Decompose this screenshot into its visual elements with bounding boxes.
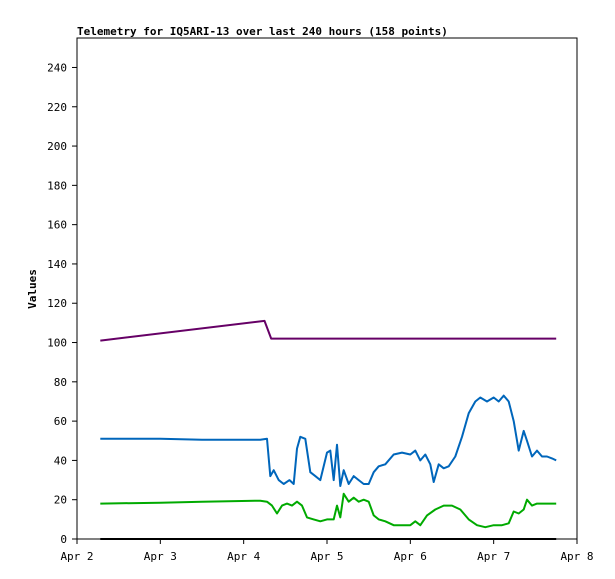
- x-axis: Apr 2 Apr 3 Apr 4 Apr 5 Apr 6 Apr 7 Apr 8: [60, 539, 594, 563]
- y-tick-label: 80: [54, 376, 67, 389]
- y-tick-label: 0: [60, 533, 67, 546]
- y-tick-label: 180: [47, 179, 67, 192]
- x-tick-label: Apr 7: [477, 550, 510, 563]
- y-tick-label: 60: [54, 415, 67, 428]
- y-tick-label: 240: [47, 61, 67, 74]
- y-tick-label: 220: [47, 101, 67, 114]
- x-tick-label: Apr 6: [394, 550, 427, 563]
- y-tick-label: 120: [47, 297, 67, 310]
- y-axis: 0 20 40 60 80 100 120 140 160 180 200 220 240: [47, 61, 77, 546]
- series-layer: [100, 319, 557, 540]
- x-tick-label: Apr 4: [227, 550, 260, 563]
- series-line-2: [100, 394, 557, 487]
- series-line-3: [100, 492, 557, 529]
- y-tick-label: 140: [47, 258, 67, 271]
- y-tick-label: 200: [47, 140, 67, 153]
- y-tick-label: 160: [47, 219, 67, 232]
- x-tick-label: Apr 8: [560, 550, 593, 563]
- y-tick-label: 20: [54, 494, 67, 507]
- series-line-1: [100, 319, 557, 342]
- chart-title: Telemetry for IQ5ARI-13 over last 240 ho…: [77, 25, 448, 38]
- y-tick-label: 40: [54, 454, 67, 467]
- x-tick-label: Apr 3: [144, 550, 177, 563]
- y-axis-title: Values: [26, 269, 39, 309]
- y-tick-label: 100: [47, 337, 67, 350]
- plot-frame: [76, 37, 578, 540]
- x-tick-label: Apr 5: [310, 550, 343, 563]
- x-tick-label: Apr 2: [60, 550, 93, 563]
